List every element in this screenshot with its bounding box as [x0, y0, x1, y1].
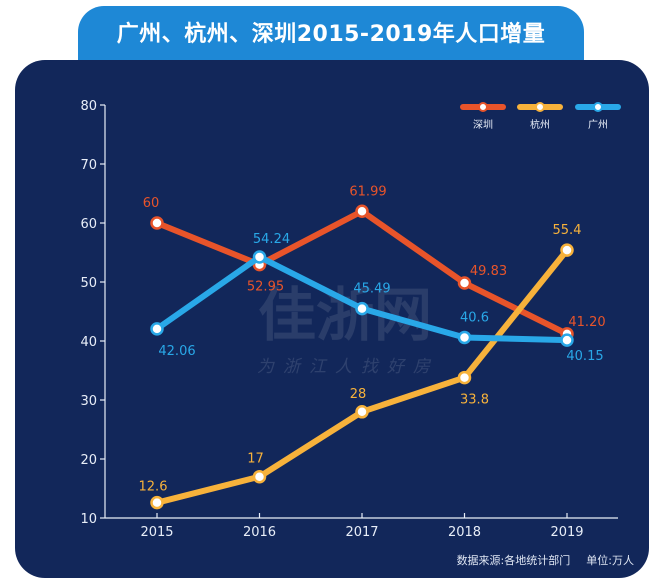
- data-label-0-0: 60: [143, 196, 160, 211]
- unit-label: 单位:万人: [586, 554, 634, 567]
- x-tick-label: 2015: [140, 525, 173, 540]
- data-label-0-2: 61.99: [349, 184, 386, 199]
- y-tick-label: 70: [80, 158, 97, 173]
- data-label-0-4: 41.20: [568, 315, 605, 330]
- x-tick-label: 2018: [448, 525, 481, 540]
- data-point-1-2: [355, 405, 369, 419]
- legend-marker-0: [478, 102, 488, 112]
- data-label-2-1: 54.24: [253, 232, 290, 247]
- data-point-1-0: [150, 495, 164, 510]
- data-point-1-3: [457, 370, 472, 385]
- data-source: 数据来源:各地统计部门: [456, 554, 571, 567]
- data-label-0-1: 52.95: [247, 280, 284, 295]
- y-tick-label: 10: [80, 512, 97, 527]
- data-point-2-4: [560, 333, 574, 347]
- chart-title: 广州、杭州、深圳2015-2019年人口增量: [116, 22, 546, 47]
- data-point-2-3: [457, 330, 472, 345]
- data-label-2-0: 42.06: [158, 344, 195, 359]
- data-point-2-1: [252, 250, 267, 264]
- data-point-1-4: [560, 243, 574, 257]
- y-tick-label: 60: [80, 217, 97, 232]
- legend-marker-2: [593, 102, 603, 112]
- x-tick-label: 2016: [243, 525, 276, 540]
- data-point-0-0: [150, 216, 164, 230]
- data-point-0-2: [355, 204, 369, 219]
- data-label-1-4: 55.4: [553, 223, 582, 238]
- data-label-2-3: 40.6: [460, 310, 489, 325]
- y-tick-label: 20: [80, 453, 97, 468]
- legend-label-2: 广州: [588, 119, 608, 131]
- y-tick-label: 30: [80, 394, 97, 409]
- chart-footer: 数据来源:各地统计部门 单位:万人: [457, 552, 634, 568]
- data-point-0-3: [457, 276, 472, 290]
- data-label-0-3: 49.83: [470, 264, 507, 279]
- legend-marker-1: [535, 102, 545, 112]
- legend-label-1: 杭州: [530, 118, 550, 131]
- x-tick-label: 2019: [550, 525, 583, 540]
- data-label-2-4: 40.15: [566, 349, 603, 364]
- y-tick-label: 80: [80, 99, 97, 114]
- data-label-1-3: 33.8: [460, 393, 489, 408]
- data-point-1-1: [252, 469, 267, 484]
- x-tick-label: 2017: [345, 525, 378, 540]
- title-banner: [78, 6, 584, 64]
- data-label-1-1: 17: [247, 452, 264, 467]
- data-label-1-2: 28: [350, 387, 367, 402]
- data-point-2-2: [355, 301, 369, 316]
- legend-label-0: 深圳: [473, 119, 493, 131]
- data-point-2-0: [150, 322, 164, 336]
- data-label-2-2: 45.49: [353, 282, 390, 297]
- data-label-1-0: 12.6: [139, 480, 168, 495]
- y-tick-label: 40: [80, 335, 97, 350]
- watermark-subtext: 为浙江人找好房: [257, 357, 439, 377]
- watermark-text: 佳浙网: [258, 281, 432, 349]
- y-tick-label: 50: [80, 276, 97, 291]
